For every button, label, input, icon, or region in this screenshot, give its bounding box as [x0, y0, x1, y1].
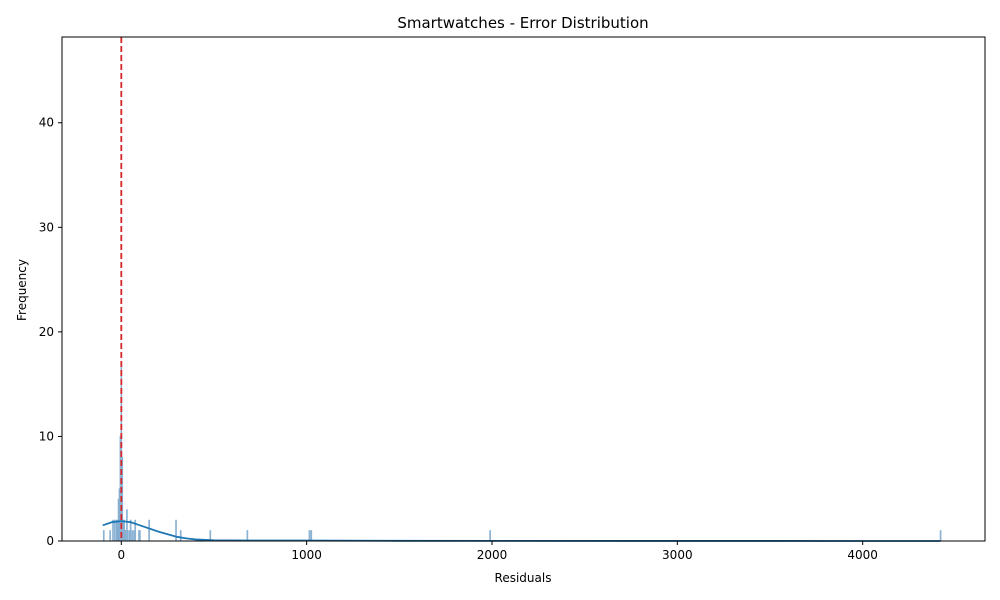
x-tick-label: 2000: [477, 548, 508, 562]
x-tick-label: 1000: [291, 548, 322, 562]
histogram-bar: [308, 530, 311, 542]
y-tick-label: 20: [39, 325, 54, 339]
histogram-bar: [148, 519, 150, 542]
histogram-bar: [109, 530, 112, 542]
plot-area-frame: [61, 36, 986, 542]
y-axis-ticks: 0 10 20 30 40: [39, 116, 62, 548]
y-tick-label: 0: [46, 534, 54, 548]
histogram-bar: [175, 519, 177, 542]
histogram-bar: [112, 519, 114, 542]
x-tick-label: 0: [117, 548, 125, 562]
x-axis-title: Residuals: [495, 571, 552, 585]
x-tick-label: 3000: [662, 548, 693, 562]
x-axis-ticks: 0 1000 2000 3000 4000: [117, 541, 878, 562]
histogram-bar: [102, 530, 105, 542]
histogram-bar: [127, 530, 129, 542]
y-axis-title: Frequency: [15, 259, 29, 321]
histogram-bar: [114, 519, 116, 542]
histogram-bar: [489, 530, 491, 542]
histogram-bar: [939, 530, 942, 542]
histogram-bar: [179, 530, 182, 542]
chart-title: Smartwatches - Error Distribution: [397, 14, 648, 32]
histogram-bar: [131, 530, 134, 542]
histogram-bar: [139, 530, 141, 542]
y-tick-label: 30: [39, 220, 54, 234]
y-tick-label: 10: [39, 429, 54, 443]
histogram-bar: [310, 530, 313, 542]
x-tick-label: 4000: [847, 548, 878, 562]
histogram-bar: [246, 530, 249, 542]
y-tick-label: 40: [39, 116, 54, 130]
